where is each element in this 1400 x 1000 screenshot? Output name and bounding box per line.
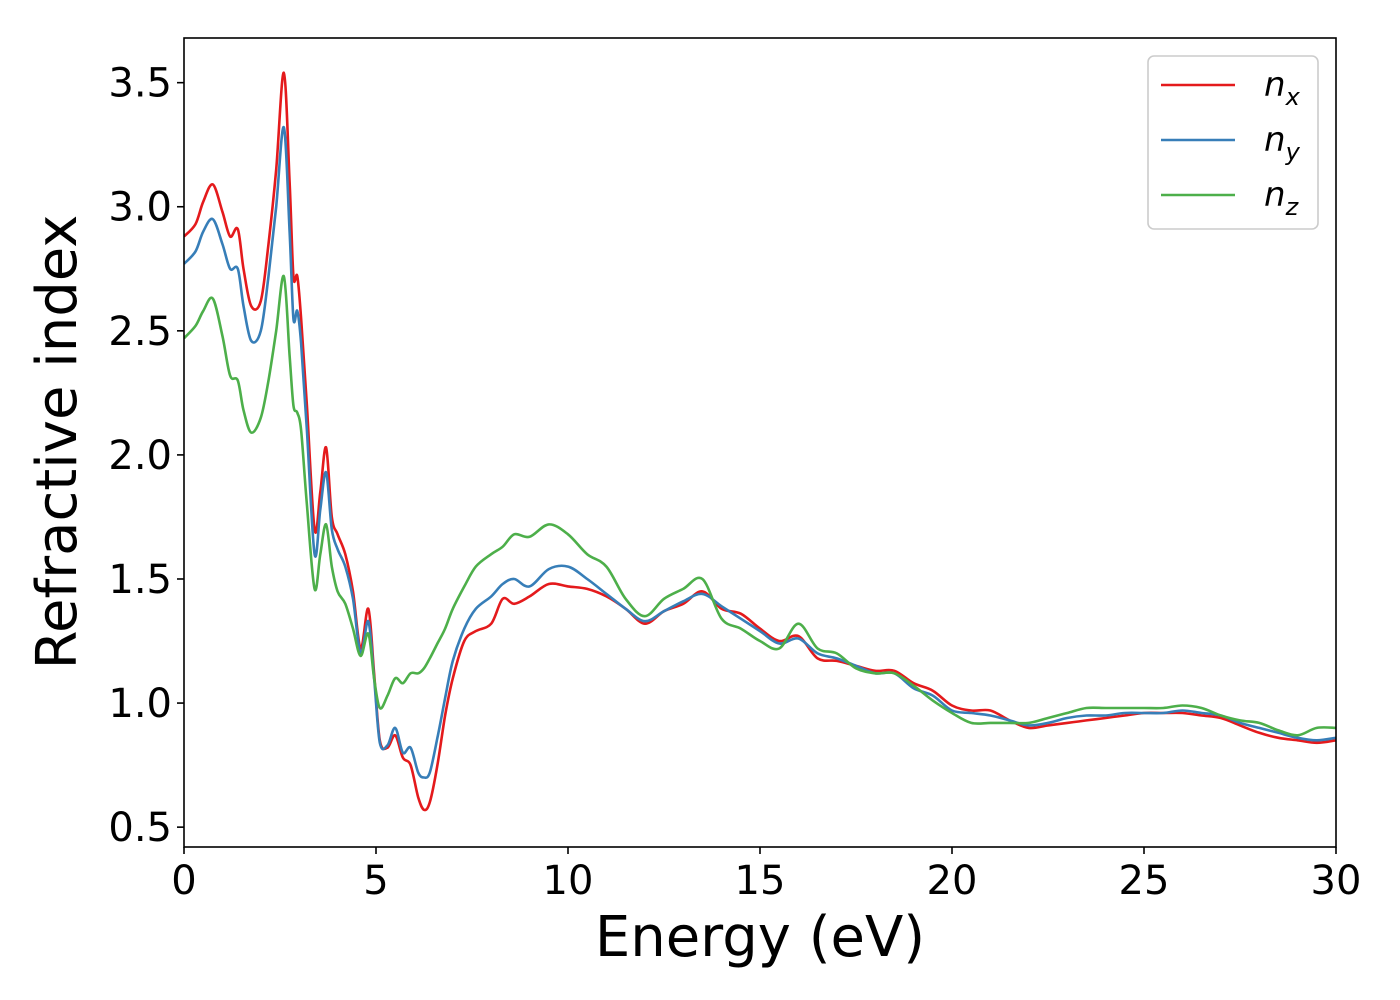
- x-axis-label: Energy (eV): [595, 905, 925, 970]
- legend-label-base: n: [1264, 120, 1286, 160]
- series-line-y: [184, 125, 1336, 779]
- y-axis-ticks: 0.5 1.0 1.5 2.0 2.5 3.0 3.5: [108, 61, 184, 851]
- legend-frame: [1147, 55, 1319, 230]
- x-tick-label: 20: [927, 858, 978, 904]
- x-tick-label: 15: [735, 858, 786, 904]
- y-tick-label: 1.5: [108, 557, 172, 603]
- y-tick-label: 1.0: [108, 681, 172, 727]
- y-tick-label: 3.0: [108, 185, 172, 231]
- y-axis-label: Refractive index: [25, 215, 90, 670]
- legend-label-subscript: x: [1285, 83, 1301, 111]
- x-tick-label: 5: [363, 858, 388, 904]
- series-line-x: [184, 71, 1336, 812]
- x-tick-label: 0: [171, 858, 196, 904]
- y-tick-label: 0.5: [108, 805, 172, 851]
- legend-label-base: n: [1264, 175, 1286, 215]
- x-axis-ticks: 0 5 10 15 20 25 30: [171, 847, 1361, 904]
- x-tick-label: 10: [543, 858, 594, 904]
- y-tick-label: 3.5: [108, 61, 172, 107]
- x-tick-label: 25: [1119, 858, 1170, 904]
- legend-label-base: n: [1264, 65, 1286, 105]
- x-tick-label: 30: [1311, 858, 1362, 904]
- legend-label-subscript: z: [1285, 193, 1300, 221]
- legend-label-y: ny: [1264, 120, 1301, 166]
- series-line-z: [184, 274, 1336, 737]
- legend-label-x: nx: [1264, 65, 1301, 111]
- series-layer: [184, 71, 1336, 812]
- legend-label-subscript: y: [1285, 138, 1301, 166]
- y-tick-label: 2.5: [108, 309, 172, 355]
- y-tick-label: 2.0: [108, 433, 172, 479]
- legend-label-z: nz: [1264, 175, 1300, 221]
